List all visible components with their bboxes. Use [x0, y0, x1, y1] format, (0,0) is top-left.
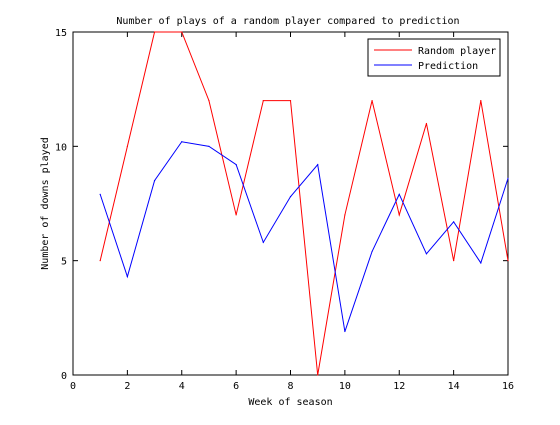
data-point: [289, 100, 292, 102]
data-point: [181, 31, 183, 33]
data-point: [99, 260, 101, 262]
data-point: [208, 100, 210, 102]
data-point: [371, 250, 373, 253]
x-tick-label: 16: [502, 381, 514, 392]
data-point: [398, 214, 400, 216]
y-tick-label: 10: [55, 142, 67, 153]
data-point: [425, 253, 428, 255]
data-point: [453, 221, 455, 223]
series-line-1: [99, 141, 509, 332]
data-point: [235, 164, 237, 166]
y-tick-label: 0: [61, 371, 67, 382]
data-point: [99, 193, 101, 195]
y-tick-label: 15: [55, 28, 67, 39]
data-point: [289, 196, 292, 198]
data-point: [425, 122, 428, 125]
x-tick-label: 4: [179, 381, 185, 392]
y-tick-label: 5: [61, 257, 67, 268]
legend-label: Random player: [418, 46, 496, 57]
axis-ticks: 0 2 4 6 8 10 12 14 16 0 5 10 15: [55, 28, 514, 392]
data-point: [317, 374, 319, 376]
data-point: [371, 100, 373, 102]
data-point: [153, 31, 156, 33]
data-point: [344, 214, 346, 216]
legend: Random player Prediction: [367, 38, 501, 77]
legend-box: [367, 38, 501, 77]
data-point: [507, 177, 509, 179]
data-point: [480, 100, 482, 102]
data-point: [235, 214, 237, 216]
data-point: [181, 141, 183, 143]
data-point: [126, 276, 128, 278]
series-line-0: [99, 31, 509, 376]
x-tick-label: 14: [448, 381, 460, 392]
series-layer: [99, 31, 509, 376]
data-point: [153, 180, 156, 182]
data-point: [480, 262, 482, 264]
data-point: [507, 260, 509, 262]
data-point: [262, 100, 264, 102]
data-point: [344, 330, 346, 333]
data-point: [317, 164, 319, 166]
x-tick-label: 6: [233, 381, 239, 392]
y-axis-label: Number of downs played: [40, 137, 51, 269]
x-axis-label: Week of season: [248, 397, 332, 408]
data-point: [262, 241, 264, 243]
x-tick-label: 12: [393, 381, 405, 392]
legend-label: Prediction: [418, 61, 478, 72]
data-point: [398, 193, 400, 195]
chart-title: Number of plays of a random player compa…: [116, 16, 459, 27]
plot-area: [72, 31, 509, 376]
data-point: [208, 145, 210, 147]
data-point: [126, 145, 128, 147]
x-tick-label: 0: [70, 381, 76, 392]
x-tick-label: 2: [124, 381, 130, 392]
data-point: [453, 260, 455, 262]
x-tick-label: 8: [287, 381, 293, 392]
x-tick-label: 10: [339, 381, 351, 392]
